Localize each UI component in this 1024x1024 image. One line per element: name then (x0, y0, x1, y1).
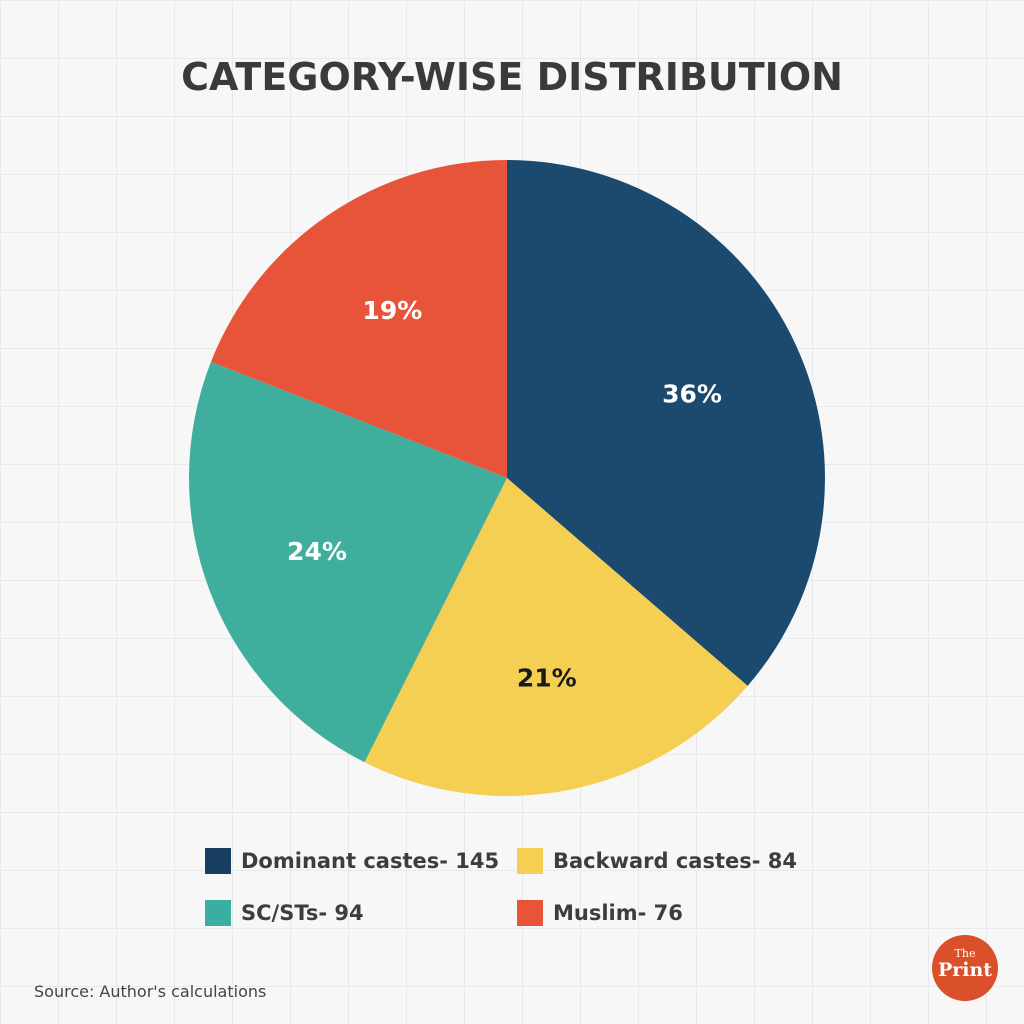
data-label: 36% (662, 379, 722, 408)
theprint-logo: The Print (932, 935, 998, 1001)
legend-item-dominant: Dominant castes- 145 (205, 848, 499, 874)
logo-text-the: The (954, 947, 976, 960)
pie-slice-muslim (210, 160, 507, 478)
data-label: 24% (287, 537, 347, 566)
pie-slice-backward-castes (364, 478, 748, 796)
source-note: Source: Author's calculations (34, 982, 267, 1001)
legend-label: Muslim- 76 (553, 901, 683, 925)
pie-slice-dominant-castes (507, 160, 825, 686)
data-label: 21% (517, 664, 577, 693)
legend-swatch (517, 848, 543, 874)
legend-swatch (205, 900, 231, 926)
legend-item-muslim: Muslim- 76 (517, 900, 683, 926)
legend-item-backward: Backward castes- 84 (517, 848, 797, 874)
legend-swatch (205, 848, 231, 874)
chart-title: CATEGORY-WISE DISTRIBUTION (181, 55, 843, 99)
logo-text-print: Print (937, 959, 993, 981)
legend-item-scst: SC/STs- 94 (205, 900, 364, 926)
legend-label: SC/STs- 94 (241, 901, 364, 925)
legend-label: Dominant castes- 145 (241, 849, 500, 873)
pie-slice-sc-sts (189, 361, 507, 763)
legend-swatch (517, 900, 543, 926)
legend-label: Backward castes- 84 (553, 849, 798, 873)
data-label: 19% (362, 296, 422, 325)
